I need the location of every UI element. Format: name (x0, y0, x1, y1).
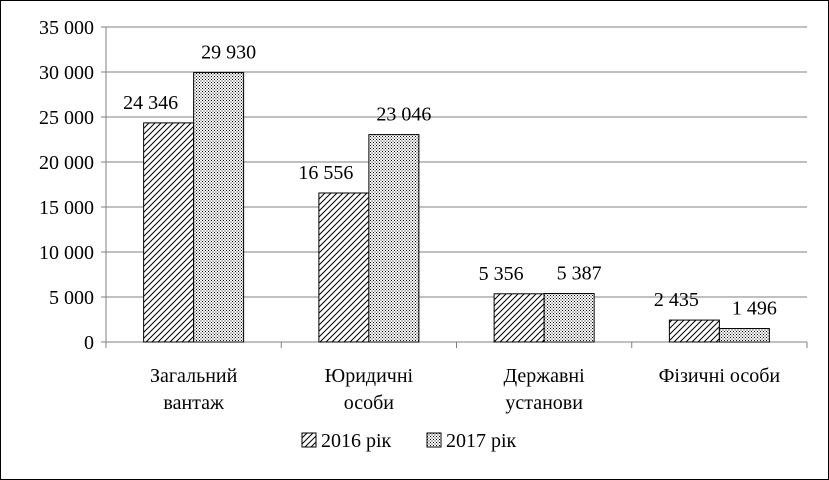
data-label: 2 435 (654, 289, 699, 311)
category-label: Загальний (150, 365, 238, 387)
legend: 2016 рік 2017 рік (301, 430, 517, 452)
y-tick-label: 15 000 (39, 197, 94, 219)
category-label: Фізичні особи (659, 365, 781, 387)
category-label: вантаж (163, 392, 224, 414)
legend-swatch (301, 432, 317, 448)
legend-label: 2017 рік (446, 430, 517, 452)
category-label: особи (344, 392, 395, 414)
bar-series-1 (668, 319, 720, 343)
y-tick-label: 0 (84, 332, 94, 354)
category-label: Державні (504, 365, 586, 387)
data-label: 16 556 (298, 162, 353, 184)
category-label: установи (505, 392, 583, 414)
legend-swatch (426, 432, 442, 448)
bar-series-2 (368, 134, 420, 343)
y-tick-label: 20 000 (39, 152, 94, 174)
y-tick-label: 5 000 (49, 287, 94, 309)
y-tick-label: 35 000 (39, 17, 94, 39)
bar-series-2 (543, 293, 595, 343)
bar-series-1 (143, 122, 195, 343)
bar-series-1 (318, 192, 370, 343)
data-label: 5 356 (479, 263, 524, 285)
legend-label: 2016 рік (321, 430, 392, 452)
bar-series-2 (193, 72, 245, 343)
data-label: 29 930 (201, 42, 256, 64)
data-label: 5 387 (557, 263, 602, 285)
data-labels: 24 346 29 930 16 556 23 046 5 356 5 387 2 435 1… (123, 42, 777, 320)
data-label: 24 346 (123, 92, 178, 114)
bars (143, 72, 770, 343)
data-label: 23 046 (376, 104, 431, 126)
data-label: 1 496 (732, 298, 777, 320)
bar-series-2 (718, 328, 770, 343)
y-tick-label: 25 000 (39, 107, 94, 129)
y-tick-label: 30 000 (39, 62, 94, 84)
y-tick-label: 10 000 (39, 242, 94, 264)
category-label: Юридичні (325, 365, 414, 387)
bar-series-1 (493, 293, 545, 343)
